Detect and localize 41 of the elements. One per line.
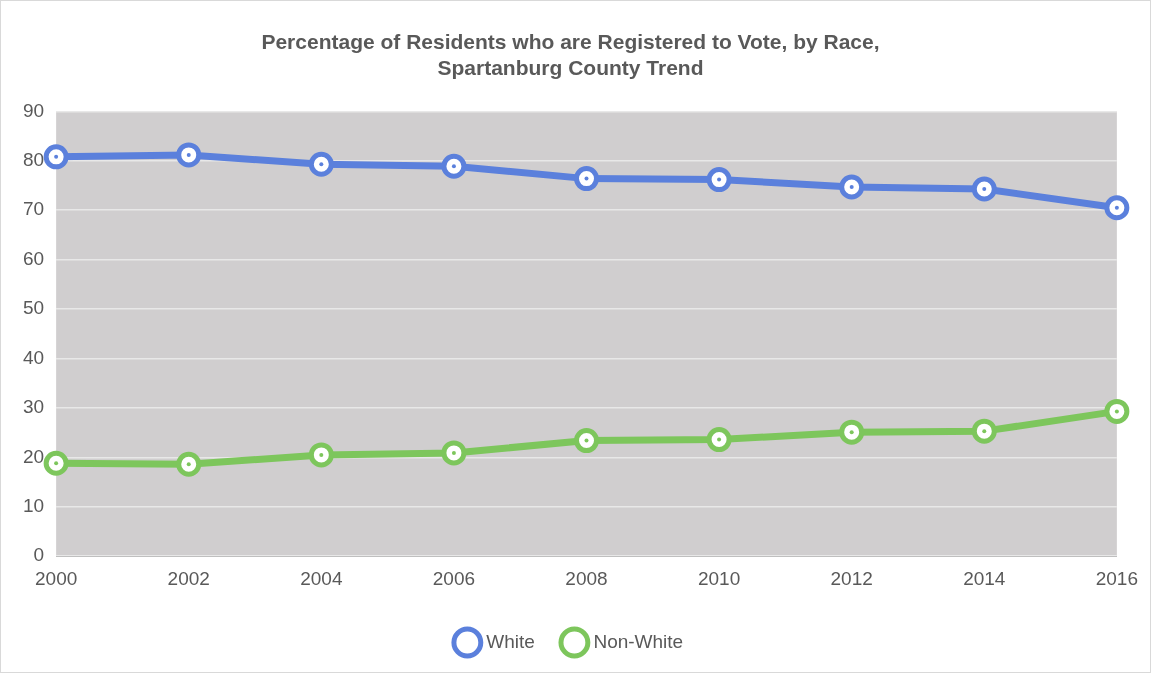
x-tick-label: 2008 [565,567,608,589]
point [574,166,599,192]
point [308,442,334,468]
x-tick-label: 2010 [697,567,741,589]
point [176,451,202,477]
x-tick-label: 2014 [963,567,1006,589]
x-tick-label: 2016 [1095,567,1139,589]
x-tick-label: 2004 [300,567,343,589]
point [441,153,467,179]
x-tick-label: 2000 [34,567,78,589]
point [971,418,997,444]
point [43,144,69,170]
y-tick-label: 20 [22,445,45,467]
point [839,419,865,445]
point [43,450,69,476]
point [706,167,732,193]
x-tick-label: 2006 [432,567,476,589]
y-tick-label: 50 [22,297,45,319]
y-tick-label: 10 [22,495,45,517]
y-tick-label: 90 [22,99,45,121]
x-tick-label: 2002 [167,567,210,589]
point [839,174,865,200]
point [706,427,732,453]
point [1104,195,1130,221]
y-tick-label: 70 [22,198,45,220]
y-tick-label: 60 [22,247,45,269]
point [574,428,599,454]
point [308,151,334,177]
text: Spartanburg County Trend [437,55,704,79]
y-tick-label: 40 [22,346,45,368]
text: Percentage of Residents who are Registered to Vote, by Race, [261,30,880,54]
point [441,440,467,466]
point [971,176,997,202]
y-tick-label: 80 [22,149,45,171]
legend-label: Non-White [593,630,684,652]
y-tick-label: 30 [22,396,45,418]
point [1104,398,1130,424]
x-tick-label: 2012 [830,567,873,589]
point [176,142,202,168]
y-tick-label: 0 [33,544,45,566]
legend-label: White [486,630,535,652]
